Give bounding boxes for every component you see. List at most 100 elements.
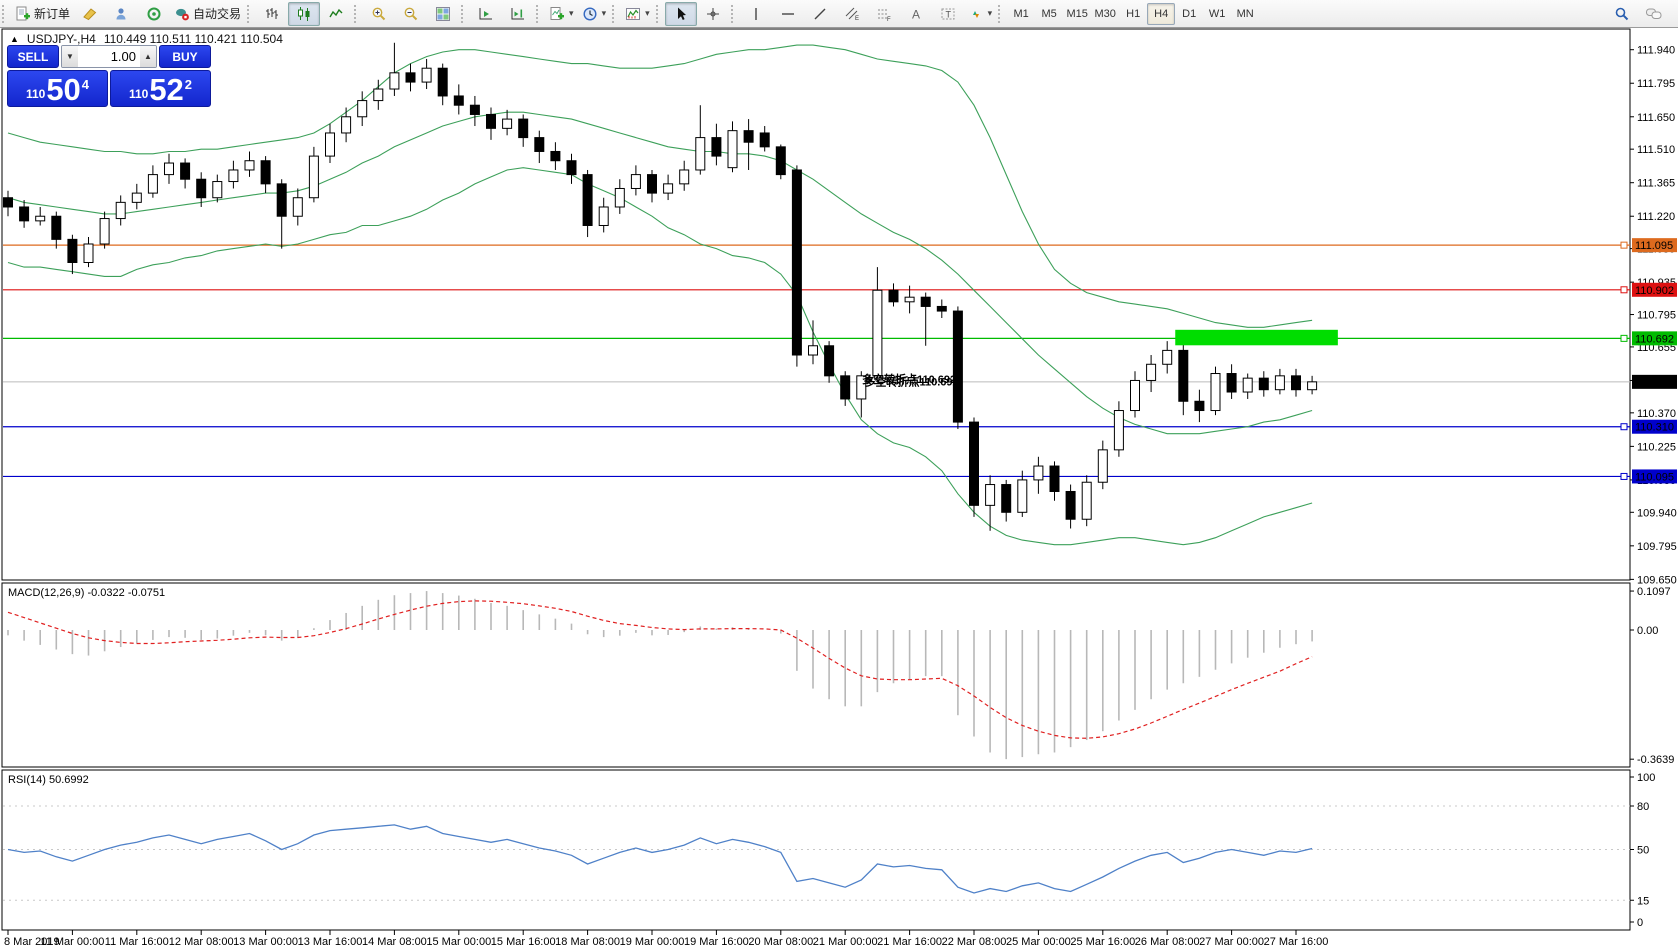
arrows-icon — [968, 6, 984, 22]
line-chart-icon — [328, 6, 344, 22]
buy-button[interactable]: BUY — [159, 45, 211, 68]
buy-price-panel[interactable]: 110 52 2 — [110, 70, 211, 107]
new-order-button[interactable]: 新订单 — [11, 2, 74, 26]
tile-windows-icon — [435, 6, 451, 22]
toolbar-grip — [354, 4, 361, 23]
price-label-text: 110.504 — [1635, 377, 1674, 389]
volume-input[interactable] — [78, 46, 140, 67]
price-tick-label: 111.510 — [1637, 144, 1675, 156]
volume-up-button[interactable]: ▲ — [140, 46, 156, 67]
zoom-in-button[interactable] — [363, 2, 395, 26]
toolbar-grip — [247, 4, 254, 23]
candle-body — [888, 289, 899, 303]
toolbar: 新订单 自动交易 ▾ ▾ ▾ E F A T ▾ M1 M5 M15 M30 H1 H4 D… — [0, 0, 1678, 28]
chart-window[interactable]: 多空转折点110.692 多空转折点110.692 111.940 111.795 11… — [0, 28, 1678, 947]
rsi-axis-label: 80 — [1637, 801, 1649, 813]
price-chart-canvas[interactable]: 多空转折点110.692多空转折点110.692111.940111.79511… — [0, 28, 1678, 947]
candle-body — [405, 72, 416, 83]
candle-body — [840, 375, 851, 400]
signals-button[interactable] — [138, 2, 170, 26]
text-button[interactable]: A — [900, 2, 932, 26]
autotrade-button[interactable]: 自动交易 — [170, 2, 245, 26]
chart-shift-button[interactable] — [502, 2, 534, 26]
dropdown-caret-icon: ▾ — [601, 8, 607, 18]
line-chart-button[interactable] — [320, 2, 352, 26]
candle-body — [469, 104, 480, 115]
trendline-button[interactable] — [804, 2, 836, 26]
price-axis[interactable]: 111.940 111.795 111.650 111.510 111.365 111.2… — [1630, 45, 1677, 587]
indicators-button[interactable]: ▾ — [621, 2, 654, 26]
timeframe-D1[interactable]: D1 — [1182, 7, 1197, 20]
horizontal-line-button[interactable] — [772, 2, 804, 26]
auto-scroll-icon — [478, 6, 494, 22]
candle-body — [775, 146, 786, 176]
arrows-button[interactable]: ▾ — [964, 2, 997, 26]
annotation-text[interactable]: 多空转折点110.692 — [862, 372, 956, 386]
candle-body — [969, 421, 979, 506]
candle-body — [308, 155, 319, 199]
main-pane-frame — [1, 28, 1631, 581]
auto-scroll-button[interactable] — [470, 2, 502, 26]
candle-body — [164, 162, 174, 176]
candle-body — [212, 181, 223, 199]
candle-body — [952, 310, 963, 423]
price-tick-label: 111.365 — [1637, 178, 1675, 190]
candle-body — [727, 130, 738, 169]
volume-down-button[interactable]: ▼ — [62, 46, 78, 67]
candle-body — [824, 345, 835, 377]
sell-button[interactable]: SELL — [7, 45, 59, 68]
candlestick-chart-button[interactable] — [288, 1, 321, 26]
chat-button[interactable] — [1638, 2, 1670, 26]
candle-body — [647, 174, 657, 194]
vertical-line-button[interactable] — [740, 2, 772, 26]
candle-body — [679, 169, 690, 185]
green-zone-box[interactable] — [1175, 329, 1338, 346]
macd-pane[interactable]: MACD(12,26,9) -0.0322 -0.0751 0.1097 0.00 -… — [7, 586, 1674, 766]
new-chart-button[interactable]: ▾ — [545, 2, 578, 26]
timeframe-W1[interactable]: W1 — [1208, 7, 1226, 20]
timeframe-M5[interactable]: M5 — [1041, 7, 1057, 20]
candle-body — [872, 289, 883, 377]
candles-layer — [3, 42, 1318, 531]
timeframe-M30[interactable]: M30 — [1094, 7, 1116, 20]
candle-body — [1001, 484, 1012, 513]
candle-body — [180, 162, 191, 180]
one-click-trading-widget: SELL ▼ ▲ BUY 110 50 4 110 52 2 — [7, 45, 211, 107]
candle-body — [566, 160, 577, 176]
bar-chart-button[interactable] — [256, 2, 288, 26]
crosshair-button[interactable] — [697, 2, 729, 26]
candle-body — [711, 137, 722, 157]
collapse-chart-icon[interactable]: ▲ — [10, 34, 19, 44]
candle-body — [389, 72, 400, 90]
candle-body — [292, 197, 303, 217]
candle-body — [341, 116, 352, 134]
tile-windows-button[interactable] — [427, 2, 459, 26]
text-label-button[interactable]: T — [932, 2, 964, 26]
candle-body — [904, 296, 915, 303]
fibonacci-button[interactable]: F — [868, 2, 900, 26]
timeframe-MN[interactable]: MN — [1236, 7, 1254, 20]
timeframe-M15[interactable]: M15 — [1066, 7, 1088, 20]
price-tick-label: 109.940 — [1637, 507, 1677, 519]
zoom-out-button[interactable] — [395, 2, 427, 26]
cursor-button[interactable] — [664, 1, 697, 26]
candle-body — [276, 183, 287, 217]
toolbar-grip — [998, 4, 1005, 23]
sell-price-panel[interactable]: 110 50 4 — [7, 70, 108, 107]
rsi-pane[interactable]: RSI(14) 50.6992 100 80 50 15 0 — [3, 772, 1655, 929]
candle-body — [131, 192, 142, 203]
experts-button[interactable] — [106, 2, 138, 26]
profiles-button[interactable]: ▾ — [578, 2, 611, 26]
new-order-icon — [15, 6, 31, 22]
bar-chart-icon — [264, 6, 280, 22]
search-button[interactable] — [1606, 2, 1638, 26]
candle-body — [1017, 479, 1028, 513]
timeframe-H4[interactable]: H4 — [1147, 2, 1176, 25]
timeframe-M1[interactable]: M1 — [1013, 7, 1029, 20]
time-label: 8 Mar 2019 — [4, 936, 60, 947]
equidistant-channel-button[interactable]: E — [836, 2, 868, 26]
metaeditor-button[interactable] — [74, 2, 106, 26]
hlines-layer — [3, 241, 1630, 480]
timeframe-H1[interactable]: H1 — [1126, 7, 1141, 20]
